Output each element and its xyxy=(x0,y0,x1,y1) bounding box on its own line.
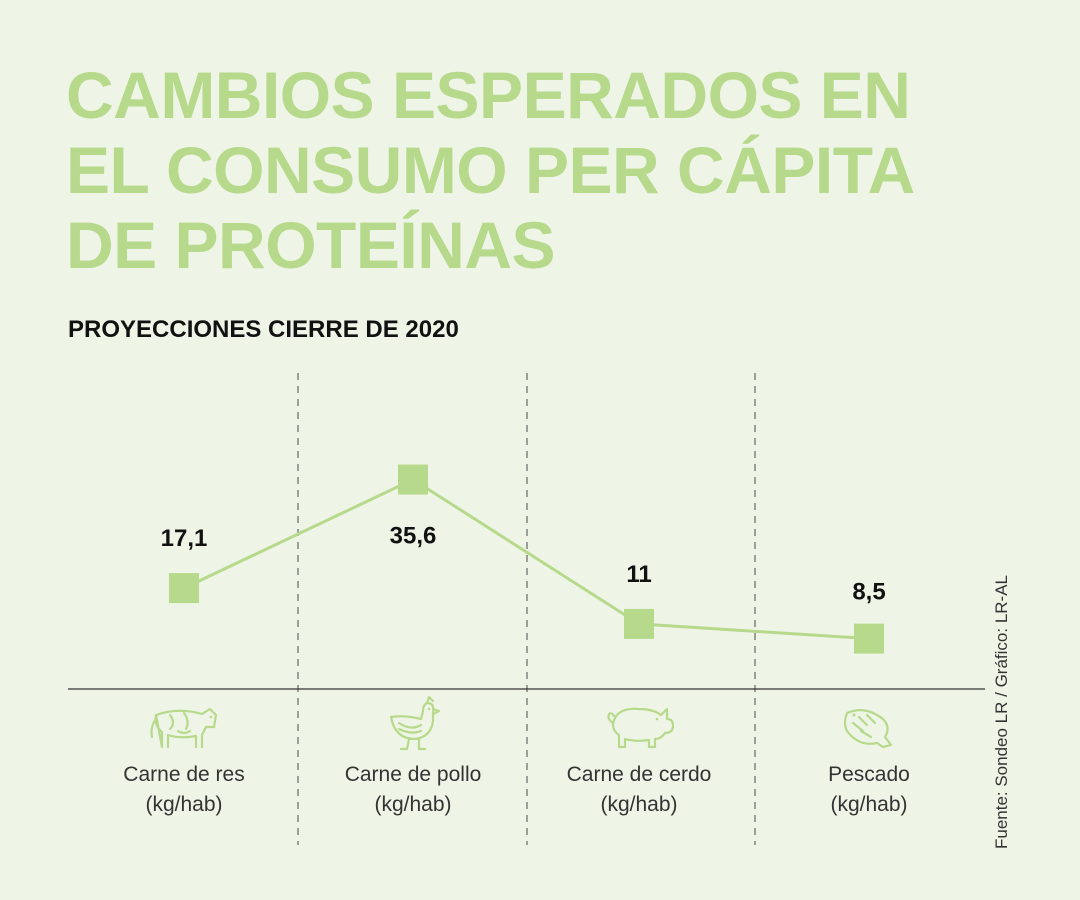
title-line: EL CONSUMO PER CÁPITA xyxy=(66,133,915,207)
value-label: 8,5 xyxy=(852,579,885,606)
data-point xyxy=(169,573,199,604)
category-unit-label: (kg/hab) xyxy=(374,793,451,816)
value-label: 17,1 xyxy=(161,525,208,552)
source-text: Fuente: Sondeo LR / Gráfico: LR-AL xyxy=(992,574,1011,850)
category-label: Carne de cerdo xyxy=(567,763,712,786)
category-unit-label: (kg/hab) xyxy=(830,793,907,816)
value-label: 11 xyxy=(626,561,651,588)
data-point xyxy=(624,608,654,639)
title-line: DE PROTEÍNAS xyxy=(66,208,556,282)
category-unit-label: (kg/hab) xyxy=(145,793,222,816)
category-unit-label: (kg/hab) xyxy=(600,793,677,816)
chart-subtitle: PROYECCIONES CIERRE DE 2020 xyxy=(68,316,459,343)
chart-title: CAMBIOS ESPERADOS EN EL CONSUMO PER CÁPI… xyxy=(66,58,1026,283)
pig-icon xyxy=(607,707,675,749)
title-line: CAMBIOS ESPERADOS EN xyxy=(66,58,911,132)
category-label: Pescado xyxy=(828,763,910,786)
data-point xyxy=(398,464,428,495)
fish-icon xyxy=(843,708,893,749)
cow-icon xyxy=(150,707,218,749)
series-line xyxy=(183,477,870,641)
chicken-icon xyxy=(389,695,441,751)
category-label: Carne de pollo xyxy=(345,763,482,786)
value-label: 35,6 xyxy=(390,523,437,550)
category-label: Carne de res xyxy=(123,763,244,786)
data-point xyxy=(854,623,884,654)
